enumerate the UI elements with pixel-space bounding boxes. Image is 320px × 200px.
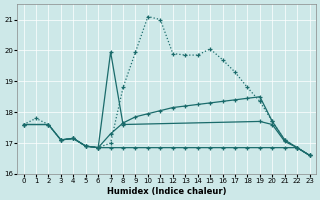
X-axis label: Humidex (Indice chaleur): Humidex (Indice chaleur) — [107, 187, 226, 196]
